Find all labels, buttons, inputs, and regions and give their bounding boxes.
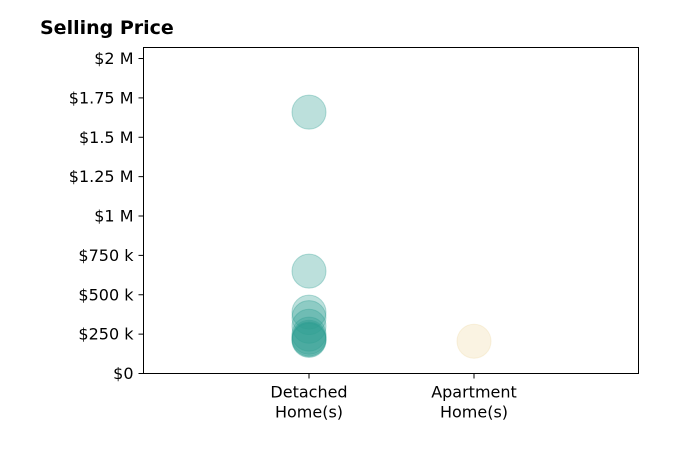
x-axis: Detached Home(s) Apartment Home(s) [270, 373, 517, 422]
data-point [291, 319, 327, 355]
y-tick-label: $250 k [78, 325, 134, 344]
y-tick-label: $500 k [78, 285, 134, 304]
data-point [291, 316, 327, 352]
y-tick-label: $1.75 M [69, 88, 134, 107]
x-tick-label: Apartment Home(s) [431, 383, 517, 422]
y-tick-label: $1 M [94, 207, 133, 226]
data-point [291, 321, 327, 357]
data-point [291, 94, 327, 130]
data-point [291, 322, 327, 358]
data-point [456, 323, 492, 359]
y-tick-label: $1.25 M [69, 167, 134, 186]
data-point [291, 322, 327, 358]
x-tick-label: Detached Home(s) [270, 383, 347, 422]
data-point [291, 308, 327, 344]
data-points [291, 94, 492, 359]
y-tick-label: $2 M [94, 49, 133, 68]
y-tick-label: $750 k [78, 246, 134, 265]
y-tick-label: $1.5 M [79, 128, 134, 147]
data-point [291, 300, 327, 336]
chart-title: Selling Price [40, 17, 174, 39]
data-point [291, 253, 327, 289]
y-axis: $0 $250 k $500 k $750 k $1 M $1.25 M $1.5 M $1.… [69, 49, 144, 383]
plot-frame [143, 47, 639, 374]
data-point [291, 294, 327, 330]
y-tick-label: $0 [113, 364, 133, 383]
